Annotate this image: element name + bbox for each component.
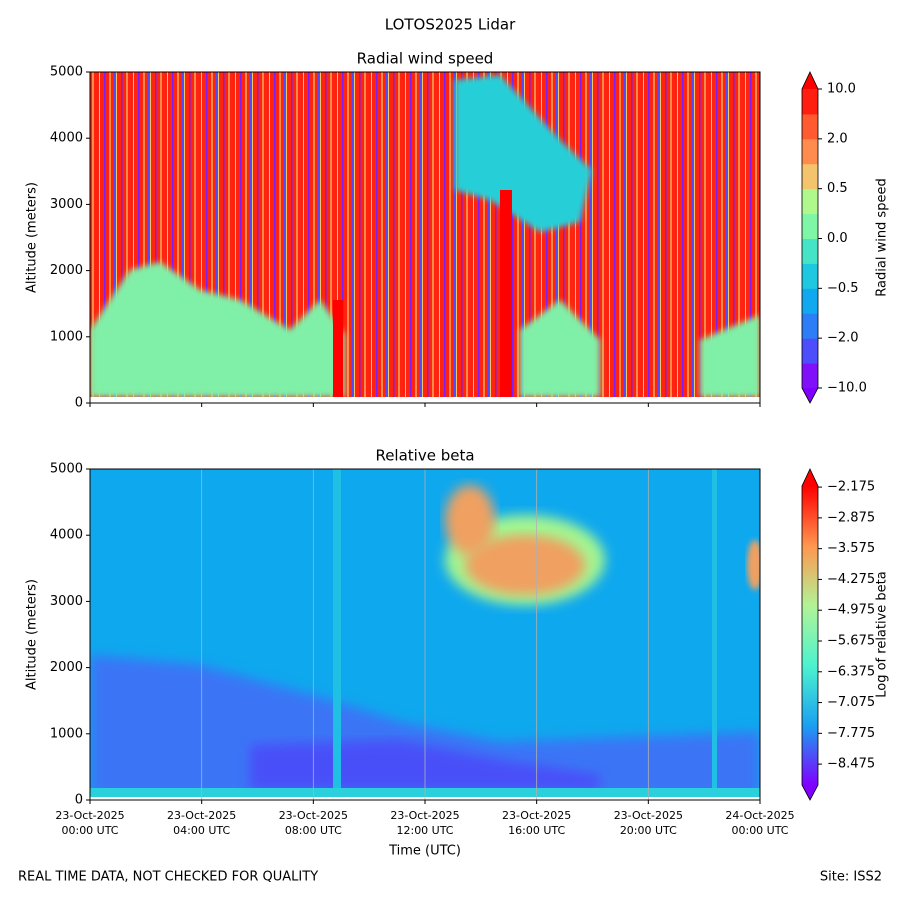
x-tick-label: 23-Oct-2025 04:00 UTC [167,809,237,837]
y-tick-label: 3000 [50,594,83,609]
colorbar-tick-label: −3.575 [827,541,875,556]
colorbar-tick-label: −2.0 [827,331,859,346]
colorbar-tick-label: −0.5 [827,281,859,296]
y-tick-label: 1000 [50,329,83,344]
colorbar-band [802,163,818,190]
colorbar-tick-label: −7.075 [827,695,875,710]
wind-field [90,72,760,403]
colorbar-tick-label: −7.775 [827,726,875,741]
colorbar-band [802,363,818,389]
colorbar-band [802,238,818,264]
y-tick-label: 2000 [50,263,83,278]
colorbar-outline [801,468,819,801]
x-tick-label: 24-Oct-2025 00:00 UTC [725,809,795,837]
y-tick-label: 5000 [50,462,83,477]
colorbar-extend-high [802,72,818,89]
colorbar-tick-label: 0.5 [827,181,848,196]
colorbar-tick-label: 2.0 [827,131,848,146]
colorbar-tick-label: −8.475 [827,757,875,772]
footer-left: REAL TIME DATA, NOT CHECKED FOR QUALITY [18,870,318,885]
y-axis-label: Altitude (meters) [25,182,40,293]
y-axis-label: Altitude (meters) [25,579,40,690]
y-tick-label: 3000 [50,197,83,212]
colorbar-band [802,89,818,115]
colorbar-tick-label: −6.375 [827,664,875,679]
colorbar-tick-label: −10.0 [827,381,867,396]
colorbar-band [802,288,818,314]
y-tick-label: 4000 [50,131,83,146]
colorbar-label: Log of relative beta [875,571,890,698]
colorbar-tick-label: 0.0 [827,231,848,246]
colorbar-tick-label: −2.175 [827,480,875,495]
y-tick-label: 2000 [50,660,83,675]
axes-frame [89,71,761,404]
axes-frame [89,468,761,801]
colorbar-ramp [802,486,818,785]
x-tick-label: 23-Oct-2025 08:00 UTC [278,809,348,837]
colorbar-band [802,213,818,239]
x-tick-label: 23-Oct-2025 12:00 UTC [390,809,460,837]
colorbar-band [802,188,818,215]
figure-title: LOTOS2025 Lidar [385,16,516,34]
x-tick-label: 23-Oct-2025 16:00 UTC [502,809,572,837]
colorbar-band [802,113,818,140]
colorbar-tick-label: −4.975 [827,603,875,618]
y-tick-label: 0 [75,396,83,411]
colorbar-tick-label: 10.0 [827,82,856,97]
x-axis-label: Time (UTC) [388,844,461,859]
footer-right: Site: ISS2 [820,870,882,885]
colorbar-band [802,338,818,364]
colorbar-band [802,263,818,289]
colorbar-label: Radial wind speed [875,178,890,296]
colorbar-tick-label: −5.675 [827,633,875,648]
colorbar-band [802,313,818,339]
colorbar-extend-high [802,469,818,486]
y-tick-label: 0 [75,793,83,808]
panel-title: Radial wind speed [357,50,494,68]
panel-title: Relative beta [375,447,474,465]
y-tick-label: 1000 [50,726,83,741]
beta-field [90,469,760,800]
y-tick-label: 5000 [50,65,83,80]
colorbar-tick-label: −2.875 [827,510,875,525]
colorbar-tick-label: −4.275 [827,572,875,587]
colorbar-extend-low [802,388,818,403]
colorbar-band [802,138,818,165]
y-tick-label: 4000 [50,528,83,543]
x-tick-label: 23-Oct-2025 20:00 UTC [613,809,683,837]
x-tick-label: 23-Oct-2025 00:00 UTC [55,809,125,837]
colorbar-extend-low [802,785,818,800]
